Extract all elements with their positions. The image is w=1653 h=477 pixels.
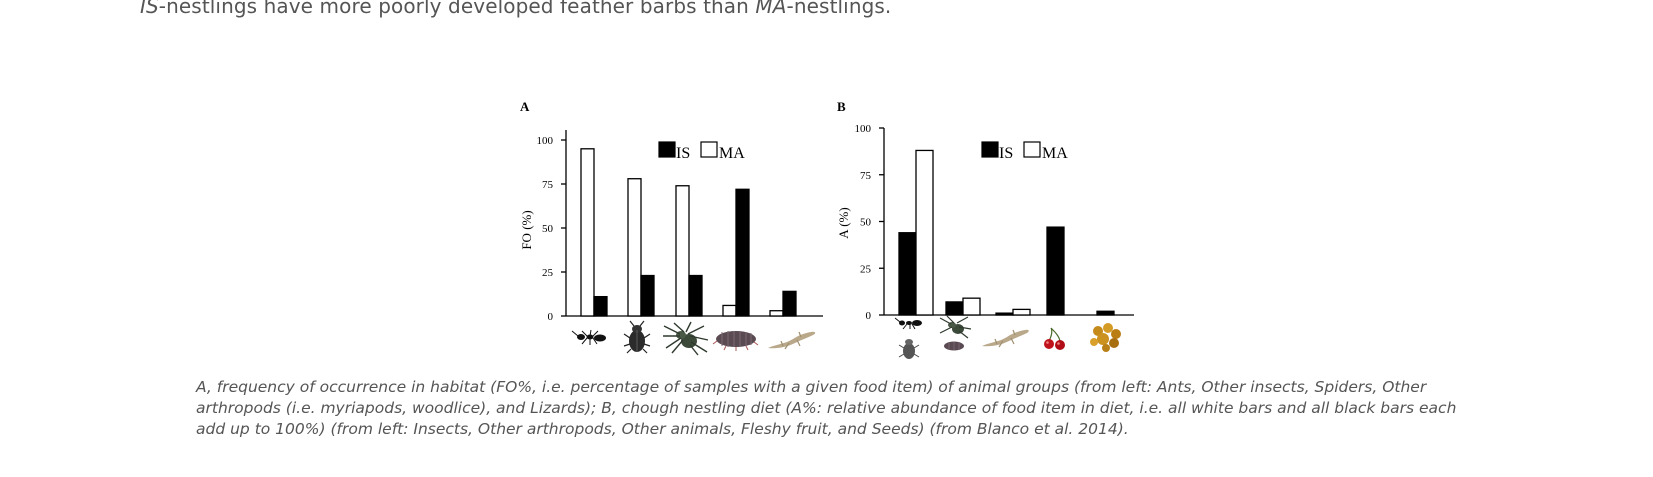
lead-ma-term: MA — [755, 0, 787, 18]
bar-b-is-2 — [995, 312, 1014, 316]
lead-text-end: -nestlings. — [786, 0, 892, 18]
chart-b: B A (%) 0 25 50 75 100 IS MA — [836, 99, 1134, 359]
y-axis-label-a: FO (%) — [519, 210, 534, 249]
legend-label-is-a: IS — [676, 145, 690, 162]
y-ticks-a: 0 25 50 75 100 — [537, 135, 566, 323]
bar-a-is-2 — [688, 274, 703, 317]
legend-swatch-ma-a — [700, 141, 718, 158]
bar-b-is-4 — [1096, 310, 1115, 316]
bar-a-is-1 — [640, 274, 655, 317]
lead-paragraph: IS-nestlings have more poorly developed … — [140, 0, 891, 18]
legend-swatch-is-a — [658, 141, 676, 158]
bar-b-ma-1 — [962, 297, 981, 316]
bar-b-ma-0 — [915, 149, 934, 316]
y-ticks-b: 0 25 50 75 100 — [855, 123, 884, 322]
y-tick-label-a-4: 100 — [537, 135, 554, 147]
ant-beetle-icon — [894, 317, 922, 359]
y-axis-label-b: A (%) — [836, 207, 851, 238]
panel-label-a: A — [520, 99, 530, 114]
category-icons-b — [894, 315, 1121, 359]
chart-a: A FO (%) 0 25 50 75 100 IS MA — [519, 99, 823, 356]
y-tick-label-b-2: 50 — [860, 217, 872, 229]
legend-swatch-ma-b — [1023, 141, 1041, 158]
legend-swatch-is-b — [981, 141, 999, 158]
bar-a-ma-2 — [675, 185, 690, 317]
bars-b — [898, 149, 1115, 316]
spider-icon — [663, 321, 709, 356]
spider-woodlouse-icon — [939, 315, 972, 351]
lizard-icon — [768, 331, 816, 350]
y-tick-label-b-1: 25 — [860, 263, 872, 275]
y-tick-label-b-3: 75 — [860, 170, 872, 182]
bar-a-ma-3 — [722, 304, 737, 317]
figure-caption: A, frequency of occurrence in habitat (F… — [196, 378, 1457, 438]
bar-b-ma-2 — [1012, 308, 1031, 316]
lead-text-body: -nestlings have more poorly developed fe… — [158, 0, 756, 18]
y-tick-label-b-0: 0 — [866, 310, 872, 322]
bar-a-is-0 — [593, 295, 608, 317]
bar-b-is-3 — [1046, 226, 1065, 316]
bar-a-ma-4 — [769, 310, 784, 317]
ant-icon — [571, 329, 606, 345]
legend-b: IS MA — [981, 141, 1068, 162]
legend-label-ma-b: MA — [1042, 145, 1068, 162]
woodlouse-icon — [712, 331, 759, 351]
y-tick-label-a-0: 0 — [548, 311, 554, 323]
y-tick-label-a-1: 25 — [542, 267, 554, 279]
panel-label-b: B — [837, 99, 846, 114]
lizard-icon-b — [982, 329, 1029, 348]
cherry-icon — [1044, 327, 1065, 350]
beetle-icon — [623, 320, 651, 354]
bars-a — [580, 148, 797, 317]
legend-label-is-b: IS — [999, 145, 1013, 162]
legend-label-ma-a: MA — [719, 145, 745, 162]
bar-a-ma-1 — [627, 178, 642, 317]
y-tick-label-a-3: 75 — [542, 179, 554, 191]
y-tick-label-a-2: 50 — [542, 223, 554, 235]
bar-b-is-0 — [898, 232, 917, 316]
y-tick-label-b-4: 100 — [855, 123, 872, 135]
bar-a-is-3 — [735, 188, 750, 317]
bar-a-is-4 — [782, 290, 797, 317]
category-icons-a — [571, 320, 816, 356]
bar-b-is-1 — [945, 301, 964, 316]
bar-a-ma-0 — [580, 148, 595, 317]
seeds-icon — [1090, 323, 1121, 352]
lead-is-term: IS — [140, 0, 159, 18]
legend-a: IS MA — [658, 141, 745, 162]
